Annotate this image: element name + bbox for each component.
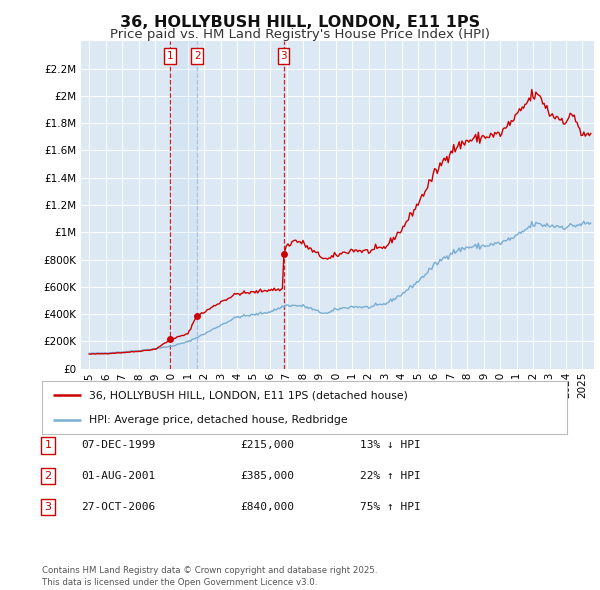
Text: 13% ↓ HPI: 13% ↓ HPI — [360, 441, 421, 450]
Text: 27-OCT-2006: 27-OCT-2006 — [81, 502, 155, 512]
Text: Contains HM Land Registry data © Crown copyright and database right 2025.
This d: Contains HM Land Registry data © Crown c… — [42, 566, 377, 587]
Text: 07-DEC-1999: 07-DEC-1999 — [81, 441, 155, 450]
Text: £385,000: £385,000 — [240, 471, 294, 481]
Text: 36, HOLLYBUSH HILL, LONDON, E11 1PS (detached house): 36, HOLLYBUSH HILL, LONDON, E11 1PS (det… — [89, 391, 408, 401]
Text: 36, HOLLYBUSH HILL, LONDON, E11 1PS: 36, HOLLYBUSH HILL, LONDON, E11 1PS — [120, 15, 480, 30]
Text: 1: 1 — [167, 51, 173, 61]
Text: £840,000: £840,000 — [240, 502, 294, 512]
Text: 2: 2 — [194, 51, 201, 61]
Text: HPI: Average price, detached house, Redbridge: HPI: Average price, detached house, Redb… — [89, 415, 348, 425]
Text: Price paid vs. HM Land Registry's House Price Index (HPI): Price paid vs. HM Land Registry's House … — [110, 28, 490, 41]
Text: 3: 3 — [44, 502, 52, 512]
Text: 75% ↑ HPI: 75% ↑ HPI — [360, 502, 421, 512]
Text: 22% ↑ HPI: 22% ↑ HPI — [360, 471, 421, 481]
Bar — [170, 41, 197, 369]
Text: 2: 2 — [44, 471, 52, 481]
Text: 3: 3 — [280, 51, 287, 61]
Text: 01-AUG-2001: 01-AUG-2001 — [81, 471, 155, 481]
Text: 1: 1 — [44, 441, 52, 450]
Text: £215,000: £215,000 — [240, 441, 294, 450]
